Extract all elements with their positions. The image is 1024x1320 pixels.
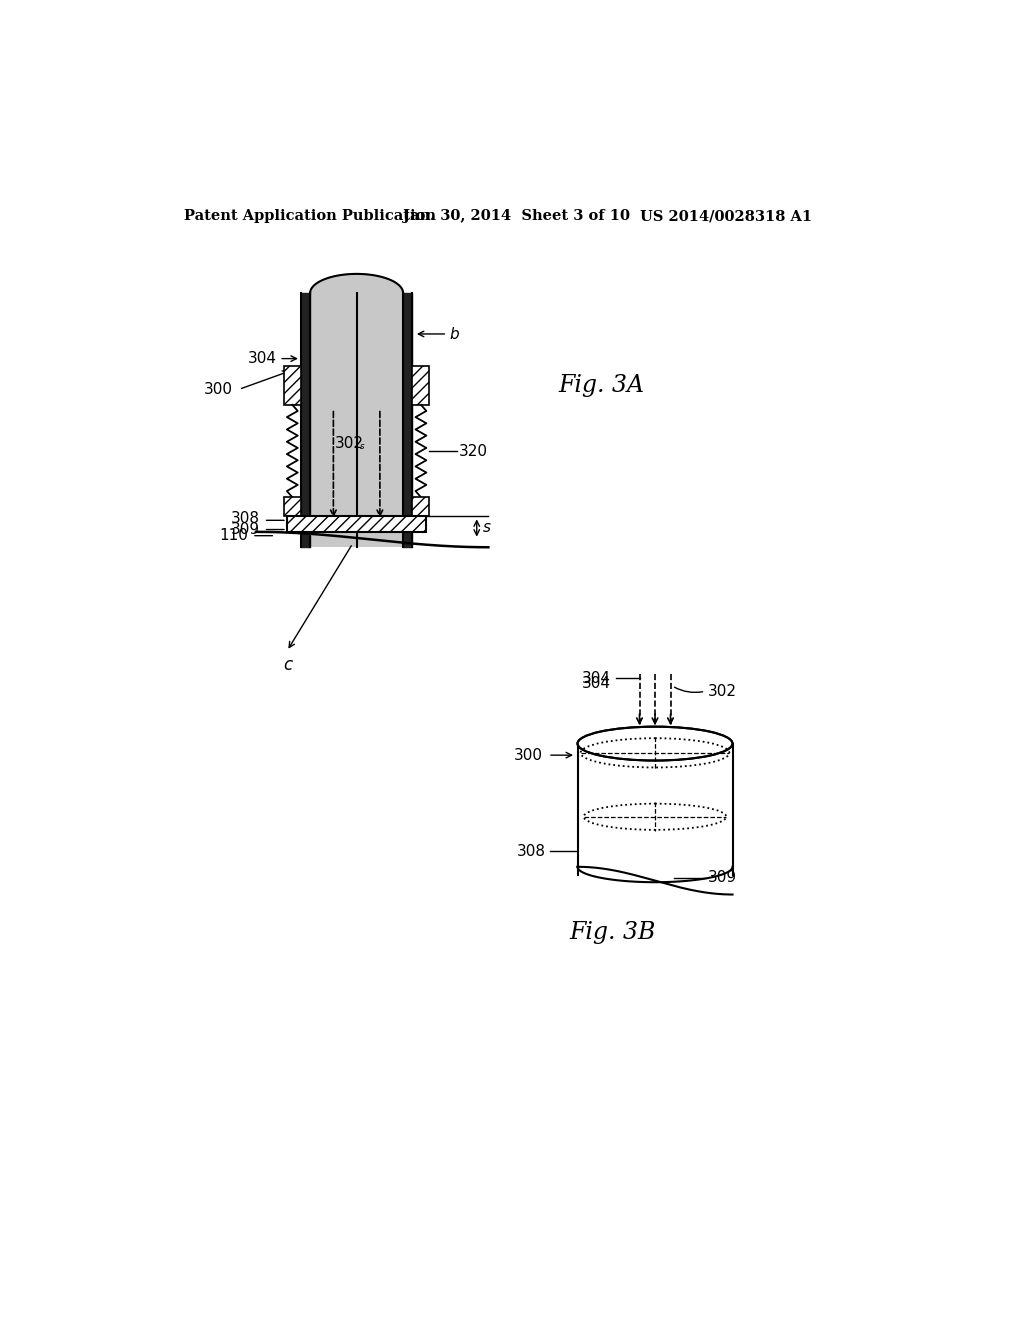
- Text: 304: 304: [582, 676, 610, 692]
- Text: 110: 110: [219, 528, 249, 544]
- Text: Fig. 3B: Fig. 3B: [569, 921, 656, 944]
- Text: Fig. 3A: Fig. 3A: [558, 374, 644, 397]
- Text: 304: 304: [248, 351, 278, 366]
- Text: 320: 320: [459, 444, 487, 458]
- Polygon shape: [413, 498, 429, 516]
- Ellipse shape: [578, 726, 732, 760]
- Text: US 2014/0028318 A1: US 2014/0028318 A1: [640, 209, 812, 223]
- Text: Jan. 30, 2014  Sheet 3 of 10: Jan. 30, 2014 Sheet 3 of 10: [403, 209, 630, 223]
- Text: 300: 300: [204, 381, 232, 397]
- Polygon shape: [310, 293, 403, 548]
- Polygon shape: [284, 498, 301, 516]
- Text: $_s$: $_s$: [359, 440, 366, 453]
- Text: 302: 302: [708, 684, 736, 698]
- Polygon shape: [310, 275, 403, 293]
- Polygon shape: [287, 516, 426, 532]
- Text: 309: 309: [708, 870, 737, 886]
- Text: $c$: $c$: [283, 656, 294, 675]
- Polygon shape: [413, 367, 429, 405]
- Text: 304: 304: [582, 671, 610, 685]
- Text: 308: 308: [517, 843, 546, 859]
- Text: 302: 302: [335, 436, 364, 451]
- Text: 309: 309: [231, 521, 260, 537]
- Text: $b$: $b$: [449, 326, 460, 342]
- Text: 300: 300: [514, 747, 543, 763]
- Text: 308: 308: [231, 511, 260, 527]
- Text: s: s: [483, 520, 490, 536]
- Text: Patent Application Publication: Patent Application Publication: [183, 209, 436, 223]
- Polygon shape: [284, 367, 301, 405]
- Text: 206: 206: [347, 517, 374, 532]
